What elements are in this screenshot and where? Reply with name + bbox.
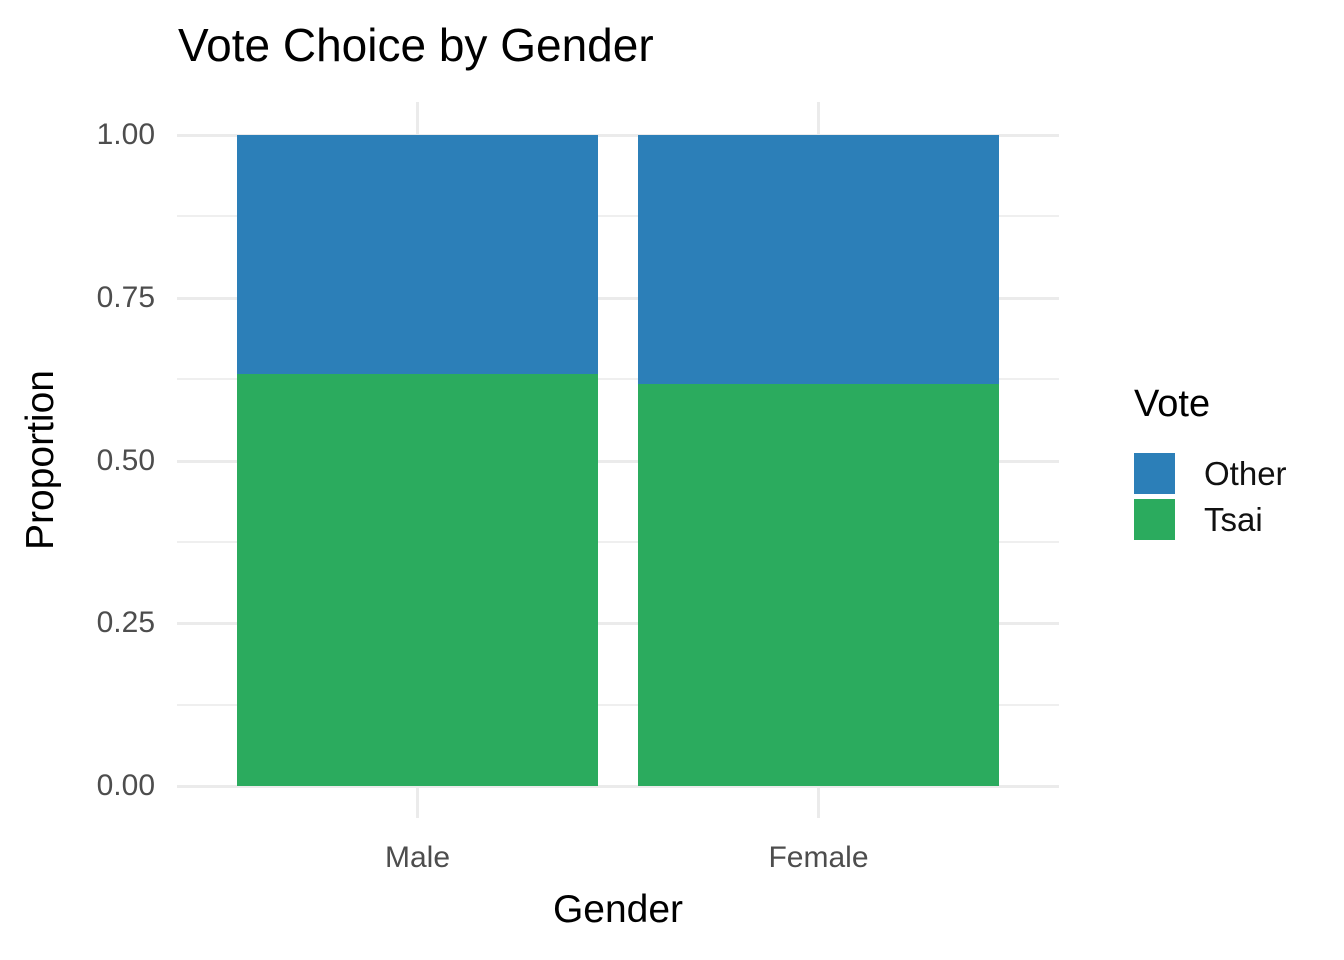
gridline-major bbox=[177, 459, 1059, 463]
gridline-minor bbox=[177, 378, 1059, 381]
y-tick-label: 0.50 bbox=[96, 443, 155, 477]
gridline-major bbox=[177, 134, 1059, 137]
gridline-minor bbox=[177, 215, 1059, 218]
legend: Vote Other Tsai bbox=[1134, 383, 1287, 545]
legend-title: Vote bbox=[1134, 383, 1211, 425]
plot-panel bbox=[177, 102, 1059, 818]
gridline-minor bbox=[177, 703, 1059, 706]
y-tick-label: 0.25 bbox=[96, 606, 155, 640]
bar-segment-female-tsai bbox=[638, 383, 999, 786]
x-tick-label-male: Male bbox=[384, 841, 451, 874]
legend-label: Tsai bbox=[1204, 500, 1263, 538]
y-tick-label: 0.75 bbox=[96, 280, 155, 314]
bar-segment-male-tsai bbox=[237, 373, 598, 786]
gridline-major bbox=[177, 296, 1059, 300]
legend-swatch-other bbox=[1134, 453, 1175, 494]
x-tick-label-female: Female bbox=[768, 841, 869, 874]
bar-segment-female-other bbox=[638, 135, 999, 384]
x-axis-title: Gender bbox=[552, 888, 684, 931]
legend-swatch-tsai bbox=[1134, 499, 1175, 540]
gridline-minor bbox=[177, 540, 1059, 543]
gridline-major bbox=[177, 622, 1059, 626]
legend-item-tsai: Tsai bbox=[1134, 499, 1287, 540]
y-tick-label: 0.00 bbox=[96, 769, 155, 802]
chart-title: Vote Choice by Gender bbox=[178, 19, 654, 71]
legend-item-other: Other bbox=[1134, 453, 1287, 494]
gridline-major bbox=[177, 785, 1059, 788]
legend-items: Other Tsai bbox=[1134, 453, 1287, 540]
y-tick-label: 1.00 bbox=[96, 118, 155, 151]
legend-label: Other bbox=[1204, 454, 1287, 492]
bar-segment-male-other bbox=[237, 135, 598, 374]
